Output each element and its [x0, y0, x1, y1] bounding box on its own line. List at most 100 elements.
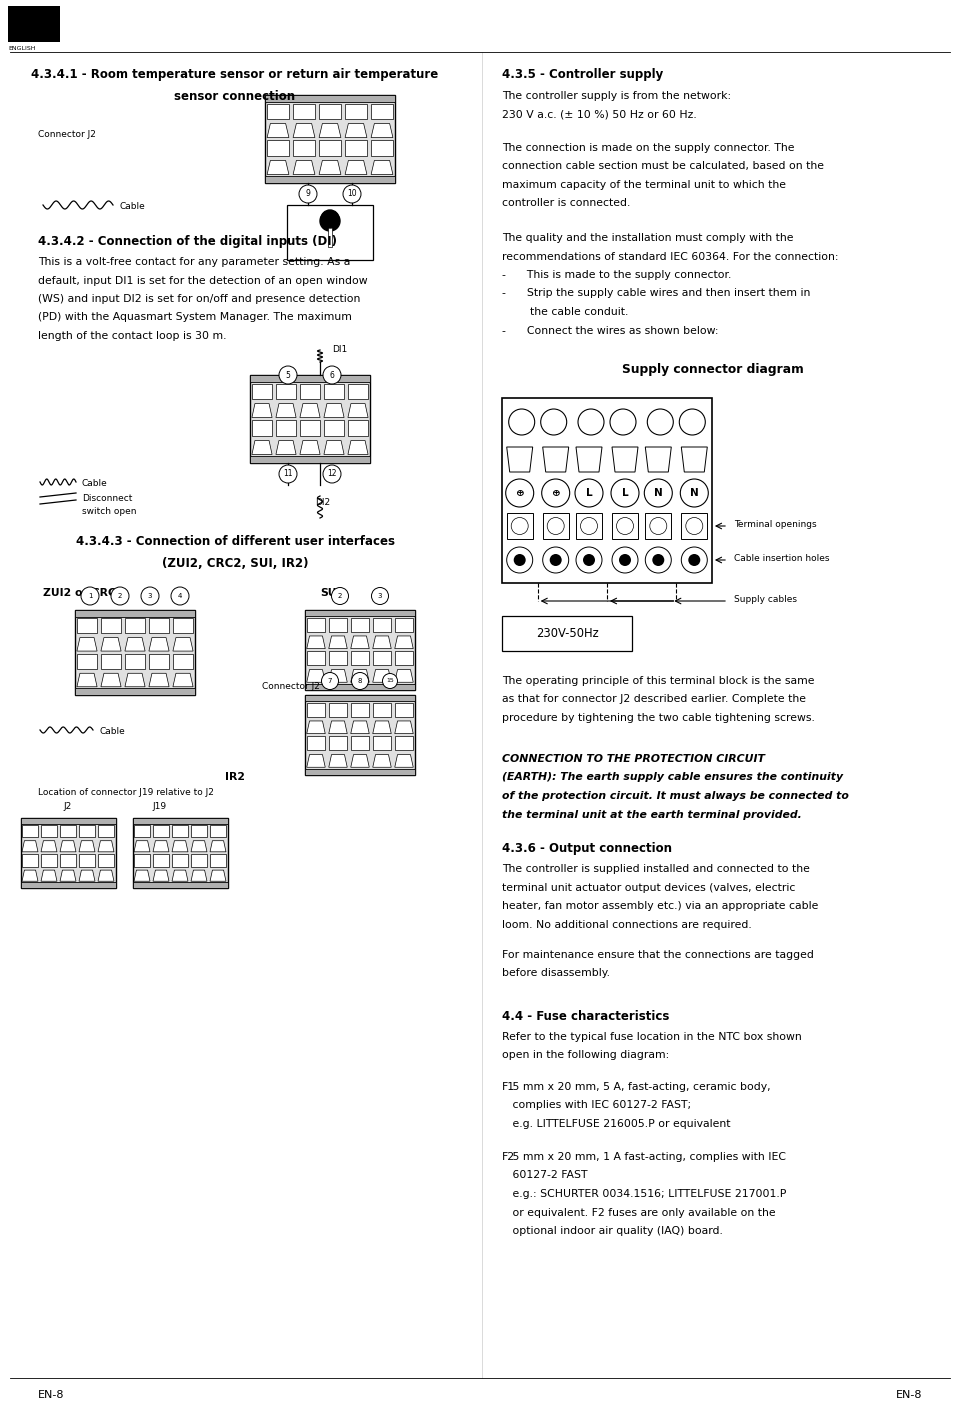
Text: switch open: switch open: [82, 507, 136, 515]
Polygon shape: [60, 841, 76, 852]
Bar: [41, 825, 57, 838]
Bar: [305, 694, 415, 775]
Text: CONNECTION TO THE PROTECTION CIRCUIT: CONNECTION TO THE PROTECTION CIRCUIT: [502, 754, 765, 764]
Text: 8: 8: [358, 677, 362, 684]
Bar: [173, 655, 193, 669]
Circle shape: [514, 554, 526, 567]
Bar: [307, 652, 325, 666]
Text: optional indoor air quality (IAQ) board.: optional indoor air quality (IAQ) board.: [502, 1225, 723, 1235]
Text: 1: 1: [87, 594, 92, 599]
Bar: [372, 652, 392, 666]
Text: 4.3.4.1 - Room temperature sensor or return air temperature: 4.3.4.1 - Room temperature sensor or ret…: [32, 68, 439, 81]
Bar: [149, 618, 169, 633]
Bar: [372, 703, 392, 717]
Text: the terminal unit at the earth terminal provided.: the terminal unit at the earth terminal …: [502, 809, 802, 819]
Bar: [372, 141, 393, 156]
Polygon shape: [328, 670, 348, 682]
Bar: [348, 420, 368, 436]
Circle shape: [506, 479, 534, 507]
Polygon shape: [324, 403, 344, 417]
Text: 60127-2 FAST: 60127-2 FAST: [502, 1170, 588, 1180]
Bar: [300, 383, 320, 399]
Polygon shape: [307, 670, 325, 682]
Text: L: L: [622, 488, 628, 498]
Polygon shape: [276, 440, 296, 454]
Text: of the protection circuit. It must always be connected to: of the protection circuit. It must alway…: [502, 791, 849, 801]
Bar: [328, 703, 348, 717]
Polygon shape: [98, 870, 114, 882]
Polygon shape: [134, 841, 150, 852]
Bar: [101, 655, 121, 669]
Bar: [132, 818, 228, 824]
Text: 4.3.4.3 - Connection of different user interfaces: 4.3.4.3 - Connection of different user i…: [76, 535, 395, 548]
Bar: [350, 703, 370, 717]
Bar: [75, 689, 195, 694]
Bar: [172, 825, 188, 838]
Polygon shape: [210, 841, 226, 852]
Polygon shape: [267, 160, 289, 175]
Text: the cable conduit.: the cable conduit.: [502, 307, 629, 317]
Bar: [305, 611, 415, 616]
Polygon shape: [682, 447, 708, 471]
Polygon shape: [350, 636, 370, 649]
Bar: [267, 104, 289, 119]
Text: J19: J19: [153, 802, 167, 811]
Bar: [20, 818, 115, 888]
Circle shape: [650, 517, 667, 534]
Polygon shape: [300, 403, 320, 417]
Polygon shape: [395, 670, 413, 682]
Text: e.g. LITTELFUSE 216005.P or equivalent: e.g. LITTELFUSE 216005.P or equivalent: [502, 1119, 731, 1129]
Polygon shape: [345, 124, 367, 138]
Bar: [324, 383, 344, 399]
Bar: [250, 375, 370, 382]
Text: This is a volt-free contact for any parameter setting. As a: This is a volt-free contact for any para…: [38, 257, 350, 267]
Circle shape: [81, 586, 99, 605]
Polygon shape: [173, 638, 193, 652]
Text: loom. No additional connections are required.: loom. No additional connections are requ…: [502, 920, 752, 930]
Bar: [8, 6, 60, 43]
Bar: [20, 818, 115, 824]
Polygon shape: [41, 841, 57, 852]
Bar: [372, 104, 393, 119]
Polygon shape: [307, 636, 325, 649]
Circle shape: [645, 547, 671, 574]
Circle shape: [652, 554, 664, 567]
Circle shape: [141, 586, 159, 605]
Bar: [101, 618, 121, 633]
Text: sensor connection: sensor connection: [175, 89, 296, 104]
Text: The operating principle of this terminal block is the same: The operating principle of this terminal…: [502, 676, 814, 686]
Circle shape: [323, 464, 341, 483]
Bar: [395, 703, 413, 717]
Circle shape: [351, 673, 369, 690]
Circle shape: [279, 366, 297, 383]
Polygon shape: [134, 870, 150, 882]
Bar: [77, 655, 97, 669]
Text: 230V-50Hz: 230V-50Hz: [536, 628, 598, 640]
Text: Disconnect: Disconnect: [82, 494, 132, 503]
Text: (WS) and input DI2 is set for on/off and presence detection: (WS) and input DI2 is set for on/off and…: [38, 294, 360, 304]
Text: Connector J2: Connector J2: [262, 682, 320, 692]
Polygon shape: [125, 673, 145, 687]
Polygon shape: [293, 160, 315, 175]
Text: Supply connector diagram: Supply connector diagram: [622, 364, 804, 376]
Text: e.g.: SCHURTER 0034.1516; LITTELFUSE 217001.P: e.g.: SCHURTER 0034.1516; LITTELFUSE 217…: [502, 1189, 786, 1198]
Text: 230 V a.c. (± 10 %) 50 Hz or 60 Hz.: 230 V a.c. (± 10 %) 50 Hz or 60 Hz.: [502, 109, 697, 119]
Polygon shape: [612, 447, 638, 471]
Text: length of the contact loop is 30 m.: length of the contact loop is 30 m.: [38, 331, 227, 341]
Circle shape: [323, 366, 341, 383]
Text: 4: 4: [178, 594, 182, 599]
Circle shape: [680, 409, 706, 435]
Polygon shape: [328, 754, 348, 767]
Text: Location of connector J19 relative to J2: Location of connector J19 relative to J2: [38, 788, 214, 797]
Bar: [265, 95, 395, 102]
Text: Supply cables: Supply cables: [734, 595, 797, 604]
Circle shape: [382, 673, 397, 689]
Bar: [77, 618, 97, 633]
Bar: [345, 141, 367, 156]
Circle shape: [540, 409, 566, 435]
Text: Refer to the typical fuse location in the NTC box shown: Refer to the typical fuse location in th…: [502, 1032, 802, 1042]
Circle shape: [331, 588, 348, 605]
Circle shape: [685, 517, 703, 534]
Polygon shape: [300, 440, 320, 454]
Polygon shape: [328, 721, 348, 734]
